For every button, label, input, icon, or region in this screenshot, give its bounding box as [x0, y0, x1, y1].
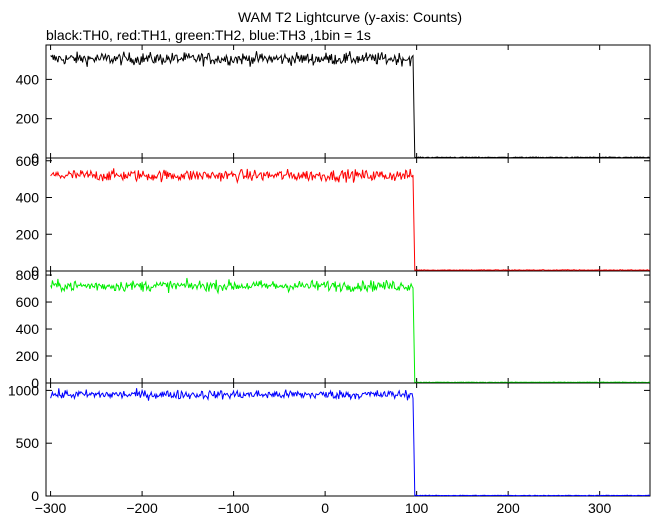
- y-tick-label-TH2: 200: [16, 348, 40, 364]
- y-tick-label-TH1: 600: [16, 153, 40, 169]
- y-tick-label-TH1: 0: [31, 263, 39, 279]
- y-tick-label-TH2: 400: [16, 321, 40, 337]
- y-tick-label-TH3: 1000: [8, 382, 39, 398]
- y-tick-label-TH0: 400: [16, 71, 40, 87]
- chart-subtitle: black:TH0, red:TH1, green:TH2, blue:TH3 …: [46, 27, 371, 43]
- panel-TH2: 0 200 400 600 800: [16, 267, 651, 391]
- x-tick-label: −100: [218, 500, 250, 515]
- x-tick-label: 100: [405, 500, 429, 515]
- y-tick-label-TH2: 600: [16, 294, 40, 310]
- series-line-TH0: [50, 51, 651, 159]
- x-tick-label: −300: [35, 500, 67, 515]
- y-tick-label-TH3: 0: [31, 488, 39, 504]
- series-line-TH1: [50, 168, 651, 272]
- panel-TH3: 0 500 1000: [8, 382, 651, 504]
- y-tick-label-TH0: 0: [31, 150, 39, 166]
- y-tick-label-TH2: 0: [31, 375, 39, 391]
- x-axis: −300 −200 −100 0 100 200 300: [35, 500, 612, 515]
- chart-title: WAM T2 Lightcurve (y-axis: Counts): [238, 9, 462, 25]
- panel-frame-TH1: [45, 157, 651, 272]
- y-tick-label-TH2: 800: [16, 267, 40, 283]
- x-tick-label: 300: [588, 500, 612, 515]
- y-tick-label-TH0: 200: [16, 111, 40, 127]
- x-tick-label: 200: [496, 500, 520, 515]
- panel-frame-TH3: [45, 382, 651, 497]
- x-tick-label: 0: [321, 500, 329, 515]
- x-tick-label: −200: [126, 500, 158, 515]
- series-line-TH3: [50, 388, 650, 497]
- panel-TH1: 0 200 400 600: [16, 153, 651, 279]
- y-tick-label-TH3: 500: [16, 435, 40, 451]
- y-tick-label-TH1: 400: [16, 190, 40, 206]
- series-line-TH2: [50, 277, 651, 384]
- panel-TH0: 0 200 400: [16, 44, 651, 166]
- y-tick-label-TH1: 200: [16, 226, 40, 242]
